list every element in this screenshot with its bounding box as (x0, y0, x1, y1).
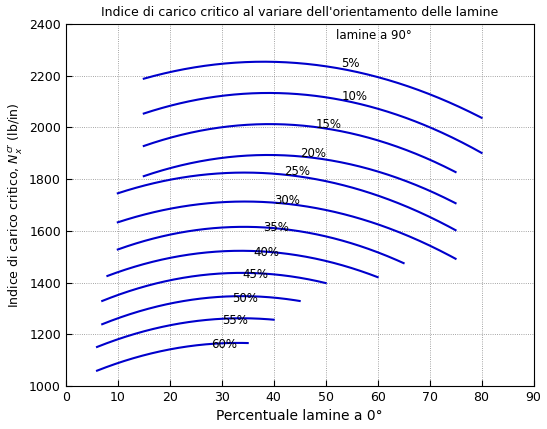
Title: Indice di carico critico al variare dell'orientamento delle lamine: Indice di carico critico al variare dell… (101, 6, 498, 18)
Text: 5%: 5% (341, 57, 360, 70)
X-axis label: Percentuale lamine a 0°: Percentuale lamine a 0° (217, 409, 383, 423)
Text: lamine a 90°: lamine a 90° (336, 29, 412, 42)
Text: 60%: 60% (211, 338, 237, 350)
Y-axis label: Indice di carico critico, $N_x^{cr}$ (lb/in): Indice di carico critico, $N_x^{cr}$ (lb… (5, 102, 24, 308)
Text: 25%: 25% (284, 165, 310, 178)
Text: 40%: 40% (253, 246, 279, 259)
Text: 35%: 35% (263, 221, 289, 234)
Text: 10%: 10% (341, 91, 367, 103)
Text: 50%: 50% (232, 292, 258, 305)
Text: 45%: 45% (242, 268, 269, 281)
Text: 30%: 30% (274, 194, 300, 207)
Text: 55%: 55% (222, 314, 248, 326)
Text: 20%: 20% (300, 147, 325, 160)
Text: 15%: 15% (315, 118, 341, 131)
